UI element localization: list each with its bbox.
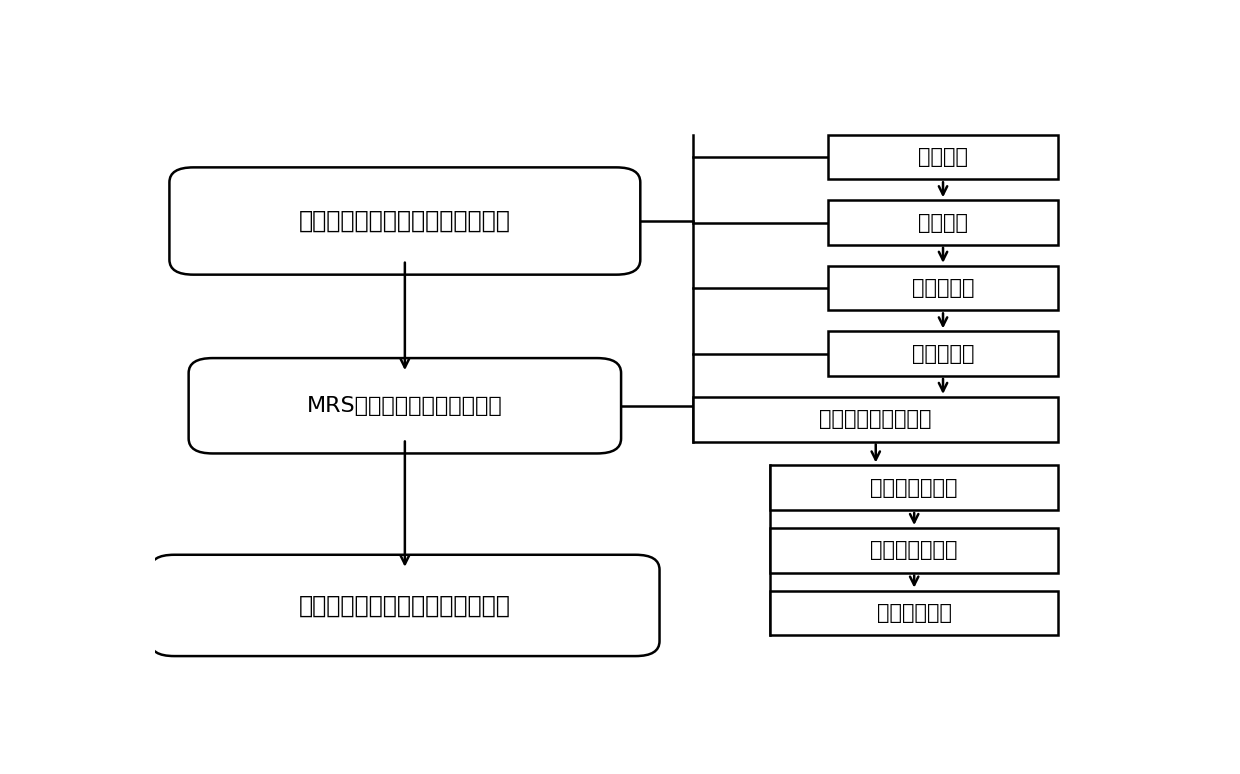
FancyBboxPatch shape (828, 331, 1058, 376)
FancyBboxPatch shape (770, 591, 1058, 635)
Text: 电阻率成像: 电阻率成像 (911, 344, 975, 364)
FancyBboxPatch shape (828, 265, 1058, 310)
Text: 数据采集: 数据采集 (918, 213, 968, 232)
Text: MRS法探测初判异常区域特性: MRS法探测初判异常区域特性 (308, 396, 502, 416)
FancyBboxPatch shape (828, 200, 1058, 245)
Text: 综合诊断确定渗漏隐患范围与程度: 综合诊断确定渗漏隐患范围与程度 (299, 594, 511, 618)
FancyBboxPatch shape (770, 528, 1058, 573)
Text: 磁共振成像反演: 磁共振成像反演 (870, 540, 959, 560)
FancyBboxPatch shape (693, 397, 1059, 441)
Text: 数据预处理: 数据预处理 (911, 278, 975, 298)
Text: 磁共振全息探测: 磁共振全息探测 (870, 478, 959, 498)
Text: 电极布设: 电极布设 (918, 147, 968, 167)
FancyBboxPatch shape (188, 358, 621, 454)
FancyBboxPatch shape (828, 135, 1058, 180)
Text: 高密度电法探测快速查找异常区域: 高密度电法探测快速查找异常区域 (299, 209, 511, 233)
FancyBboxPatch shape (150, 555, 660, 656)
FancyBboxPatch shape (770, 465, 1058, 510)
Text: 图形显示与异常分析: 图形显示与异常分析 (820, 409, 932, 429)
FancyBboxPatch shape (170, 167, 640, 275)
Text: 诊断信息判断: 诊断信息判断 (877, 603, 951, 623)
